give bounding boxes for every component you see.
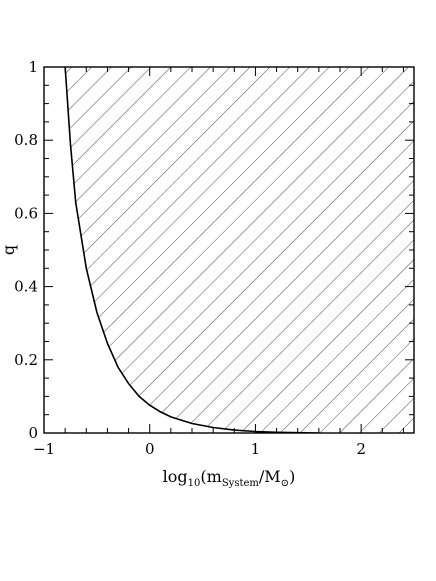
y-tick-label: 1 — [28, 58, 38, 76]
hatched-region — [65, 67, 414, 433]
y-axis-label: q — [0, 245, 18, 255]
x-tick-label: 2 — [356, 440, 366, 458]
y-tick-label: 0 — [28, 424, 38, 442]
y-tick-label: 0.8 — [14, 131, 38, 149]
y-tick-label: 0.2 — [14, 351, 38, 369]
x-tick-label: 1 — [251, 440, 261, 458]
axis-ticks — [43, 66, 414, 434]
axis-tick-labels: −1 0 1 200.20.40.60.81 — [14, 58, 366, 458]
y-tick-label: 0.4 — [14, 278, 38, 296]
x-axis-label: log10(mSystem/M⊙) — [163, 467, 296, 489]
x-tick-label: 0 — [145, 440, 155, 458]
y-tick-label: 0.6 — [14, 204, 38, 222]
x-tick-label: −1 — [33, 440, 55, 458]
plot-area: −1 0 1 200.20.40.60.81 — [14, 58, 415, 458]
